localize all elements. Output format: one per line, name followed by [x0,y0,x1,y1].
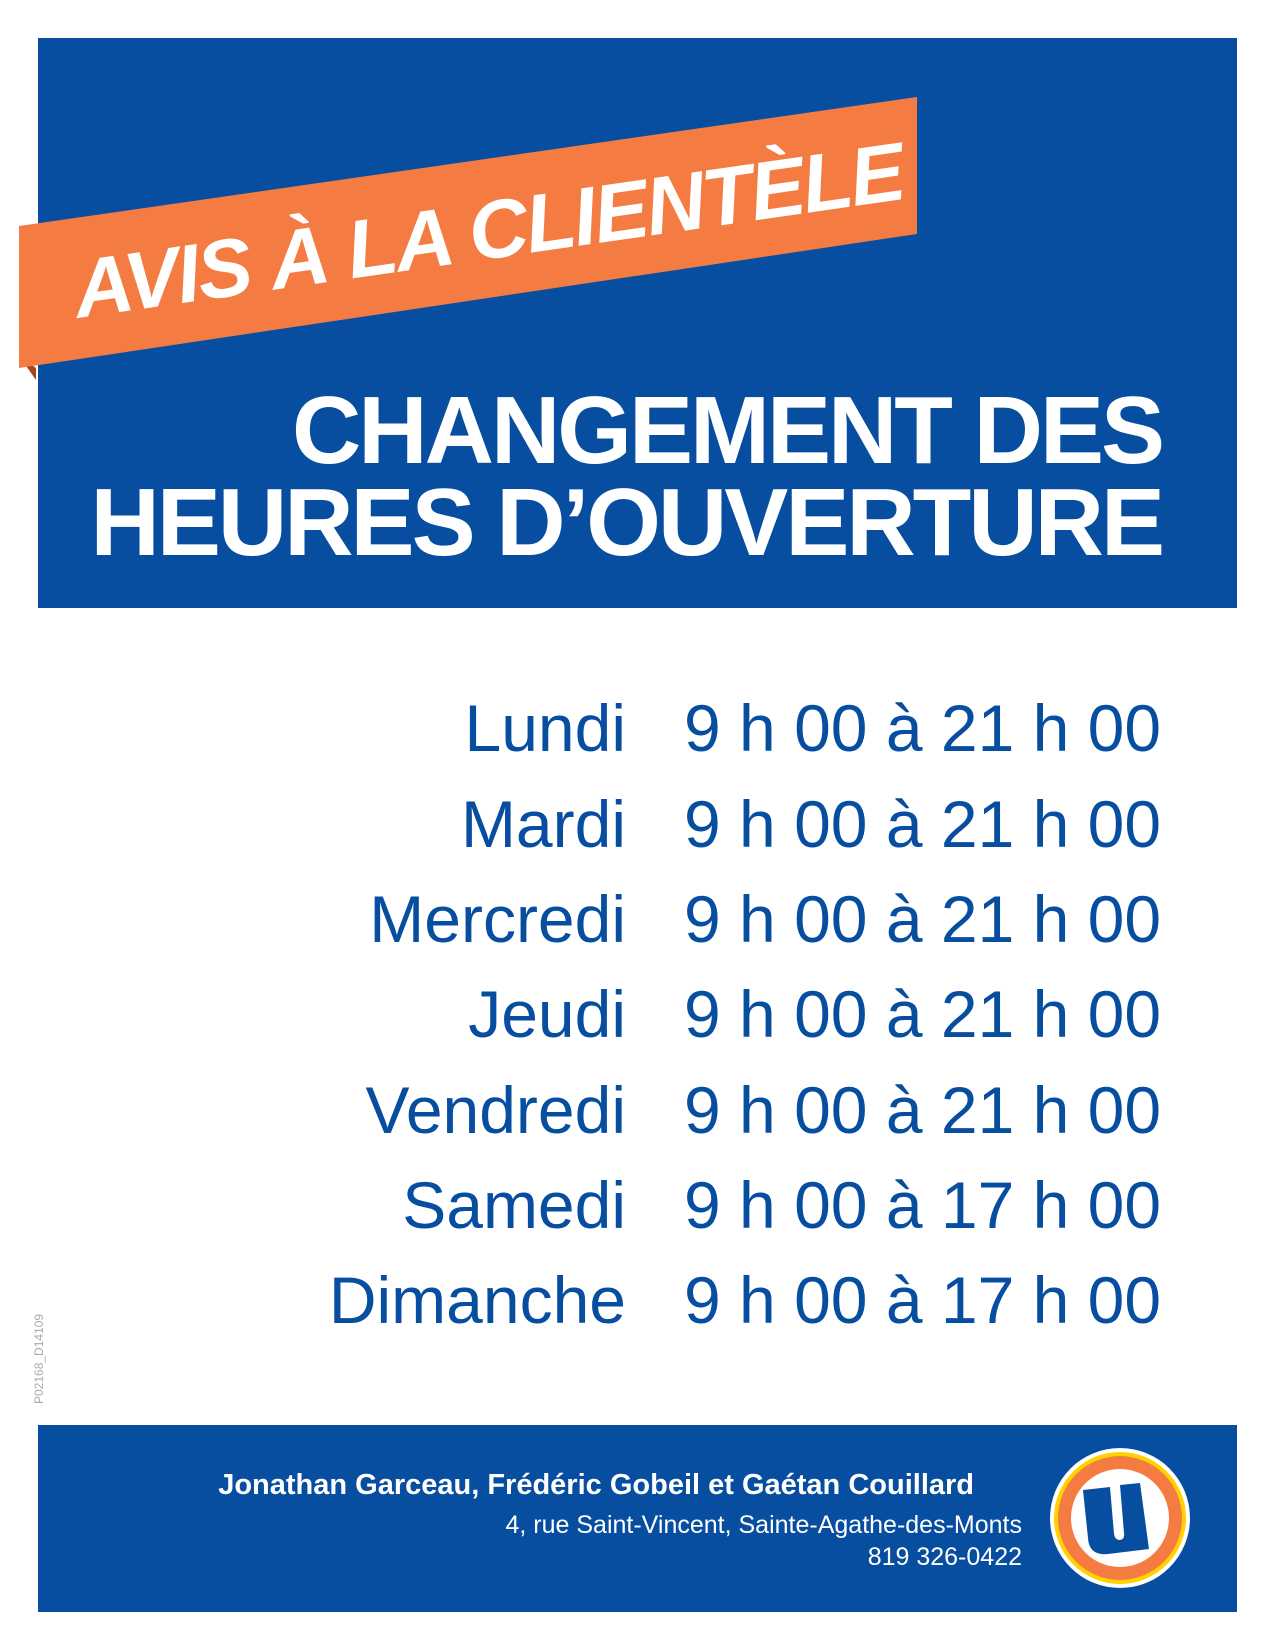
notice-banner: AVIS À LA CLIENTÈLE [19,97,917,380]
hours-value: 9 h 00 à 21 h 00 [684,691,1162,765]
store-phone: 819 326-0422 [867,1543,1022,1571]
page-title: CHANGEMENT DES HEURES D’OUVERTURE [90,377,1165,576]
hours-value: 9 h 00 à 21 h 00 [684,1073,1162,1147]
schedule-row: Jeudi 9 h 00 à 21 h 00 [0,974,1275,1064]
schedule-row: Mardi 9 h 00 à 21 h 00 [0,784,1275,874]
day-label: Vendredi [365,1073,626,1147]
hours-value: 9 h 00 à 21 h 00 [684,977,1162,1051]
schedule-row: Mercredi 9 h 00 à 21 h 00 [0,879,1275,969]
schedule-row: Vendredi 9 h 00 à 21 h 00 [0,1070,1275,1160]
footer-panel: Jonathan Garceau, Frédéric Gobeil et Gaé… [38,1425,1237,1612]
hours-value: 9 h 00 à 21 h 00 [684,882,1162,956]
document-code: P02168_D14109 [32,1313,46,1404]
day-label: Lundi [464,691,627,765]
store-logo [1050,1448,1190,1588]
schedule-row: Samedi 9 h 00 à 17 h 00 [0,1165,1275,1255]
schedule-row: Lundi 9 h 00 à 21 h 00 [0,688,1275,778]
day-label: Dimanche [328,1263,626,1337]
store-contact: 4, rue Saint-Vincent, Sainte-Agathe-des-… [506,1509,1023,1573]
hours-value: 9 h 00 à 17 h 00 [684,1263,1162,1337]
day-label: Samedi [402,1168,626,1242]
day-label: Mardi [460,787,626,861]
store-address: 4, rue Saint-Vincent, Sainte-Agathe-des-… [505,1511,1023,1539]
hours-value: 9 h 00 à 17 h 00 [684,1168,1162,1242]
day-label: Mercredi [369,882,626,956]
notice-banner-text: AVIS À LA CLIENTÈLE [66,126,913,336]
schedule-row: Dimanche 9 h 00 à 17 h 00 [0,1260,1275,1350]
day-label: Jeudi [468,977,626,1051]
owner-names: Jonathan Garceau, Frédéric Gobeil et Gaé… [218,1469,974,1501]
hours-value: 9 h 00 à 21 h 00 [684,787,1162,861]
title-line-2: HEURES D’OUVERTURE [90,469,1165,576]
title-line-1: CHANGEMENT DES [291,377,1165,484]
